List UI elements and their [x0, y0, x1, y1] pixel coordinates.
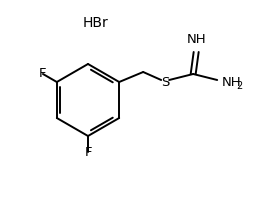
Text: NH: NH — [186, 33, 206, 46]
Text: NH: NH — [222, 75, 242, 88]
Text: S: S — [161, 75, 169, 88]
Text: HBr: HBr — [82, 16, 108, 30]
Text: F: F — [84, 146, 92, 159]
Text: F: F — [39, 68, 47, 81]
Text: 2: 2 — [236, 81, 242, 91]
